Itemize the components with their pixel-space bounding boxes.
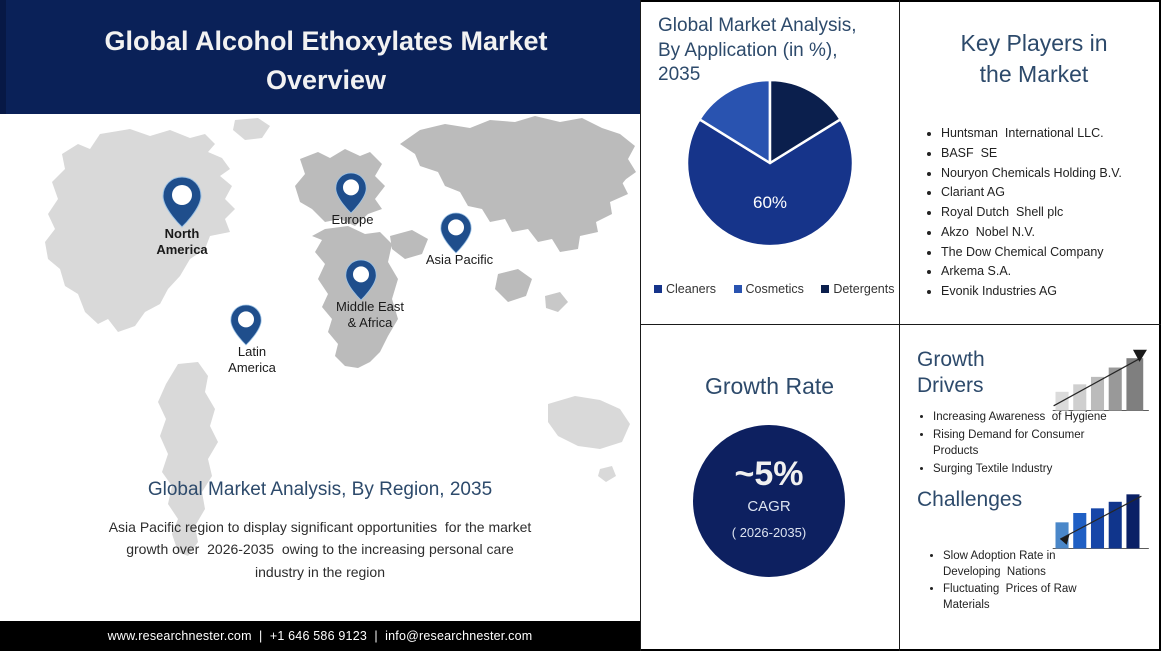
svg-text:60%: 60%: [753, 193, 787, 212]
